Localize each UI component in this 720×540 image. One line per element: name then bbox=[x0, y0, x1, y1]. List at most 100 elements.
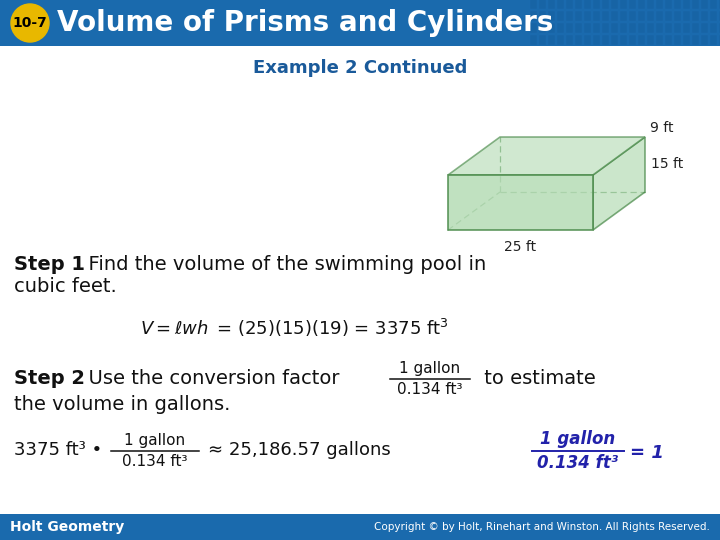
Bar bbox=[602, 35, 609, 45]
Bar bbox=[710, 0, 717, 9]
Polygon shape bbox=[593, 137, 645, 230]
Bar bbox=[638, 23, 645, 33]
Bar bbox=[692, 35, 699, 45]
Bar bbox=[539, 11, 546, 21]
Bar bbox=[566, 35, 573, 45]
Text: 10-7: 10-7 bbox=[13, 16, 48, 30]
Text: Find the volume of the swimming pool in: Find the volume of the swimming pool in bbox=[76, 255, 486, 274]
Bar bbox=[0, 514, 720, 540]
Text: Step 2: Step 2 bbox=[14, 369, 85, 388]
Bar bbox=[674, 23, 681, 33]
Bar bbox=[539, 35, 546, 45]
Bar bbox=[674, 35, 681, 45]
Bar bbox=[593, 0, 600, 9]
Bar bbox=[674, 11, 681, 21]
Text: 9 ft: 9 ft bbox=[650, 121, 673, 135]
Bar bbox=[611, 11, 618, 21]
Bar bbox=[701, 11, 708, 21]
Bar bbox=[602, 11, 609, 21]
Bar bbox=[638, 0, 645, 9]
Bar bbox=[557, 35, 564, 45]
Bar bbox=[683, 0, 690, 9]
Bar bbox=[692, 0, 699, 9]
Bar bbox=[548, 35, 555, 45]
Bar bbox=[620, 0, 627, 9]
Bar bbox=[530, 0, 537, 9]
Bar bbox=[548, 23, 555, 33]
Bar bbox=[647, 0, 654, 9]
Text: Step 1: Step 1 bbox=[14, 255, 85, 274]
Bar bbox=[629, 11, 636, 21]
Bar bbox=[674, 0, 681, 9]
Bar bbox=[584, 23, 591, 33]
Bar bbox=[710, 23, 717, 33]
Bar bbox=[647, 11, 654, 21]
Bar bbox=[611, 35, 618, 45]
Bar bbox=[701, 35, 708, 45]
Bar bbox=[566, 0, 573, 9]
Bar bbox=[620, 23, 627, 33]
Bar bbox=[575, 35, 582, 45]
Text: Holt Geometry: Holt Geometry bbox=[10, 520, 125, 534]
Bar bbox=[539, 23, 546, 33]
Text: Use the conversion factor: Use the conversion factor bbox=[76, 369, 340, 388]
Bar bbox=[638, 35, 645, 45]
Bar bbox=[593, 35, 600, 45]
Bar bbox=[701, 23, 708, 33]
Text: Copyright © by Holt, Rinehart and Winston. All Rights Reserved.: Copyright © by Holt, Rinehart and Winsto… bbox=[374, 522, 710, 532]
Bar bbox=[647, 35, 654, 45]
Bar bbox=[620, 11, 627, 21]
Bar bbox=[665, 35, 672, 45]
Bar bbox=[629, 0, 636, 9]
Text: = 1: = 1 bbox=[630, 444, 664, 462]
Text: cubic feet.: cubic feet. bbox=[14, 277, 117, 296]
Text: 0.134 ft³: 0.134 ft³ bbox=[537, 454, 618, 472]
Bar bbox=[0, 0, 720, 46]
Bar bbox=[575, 23, 582, 33]
Text: $V = \ell wh\,$ = (25)(15)(19) = 3375 ft$^3$: $V = \ell wh\,$ = (25)(15)(19) = 3375 ft… bbox=[140, 317, 449, 339]
Bar bbox=[719, 23, 720, 33]
Bar bbox=[602, 0, 609, 9]
Bar bbox=[566, 11, 573, 21]
Text: 1 gallon: 1 gallon bbox=[125, 433, 186, 448]
Bar bbox=[584, 11, 591, 21]
Bar bbox=[665, 0, 672, 9]
Text: to estimate: to estimate bbox=[478, 369, 595, 388]
Bar bbox=[629, 35, 636, 45]
Bar bbox=[656, 35, 663, 45]
Bar bbox=[620, 35, 627, 45]
Bar bbox=[665, 23, 672, 33]
Bar bbox=[719, 0, 720, 9]
Bar bbox=[557, 0, 564, 9]
Bar bbox=[683, 11, 690, 21]
Bar bbox=[539, 0, 546, 9]
Bar bbox=[638, 11, 645, 21]
Bar bbox=[548, 11, 555, 21]
Bar bbox=[530, 11, 537, 21]
Circle shape bbox=[11, 4, 49, 42]
Text: 25 ft: 25 ft bbox=[505, 240, 536, 254]
Bar bbox=[611, 23, 618, 33]
Text: ≈ 25,186.57 gallons: ≈ 25,186.57 gallons bbox=[208, 441, 391, 459]
Bar bbox=[719, 35, 720, 45]
Bar bbox=[647, 23, 654, 33]
Text: 0.134 ft³: 0.134 ft³ bbox=[122, 454, 188, 469]
Bar bbox=[530, 35, 537, 45]
Bar bbox=[566, 23, 573, 33]
Text: 1 gallon: 1 gallon bbox=[400, 361, 461, 376]
Text: 15 ft: 15 ft bbox=[651, 158, 683, 172]
Bar bbox=[692, 11, 699, 21]
Bar bbox=[530, 23, 537, 33]
Bar bbox=[629, 23, 636, 33]
Bar bbox=[593, 23, 600, 33]
Text: the volume in gallons.: the volume in gallons. bbox=[14, 395, 230, 414]
Bar bbox=[710, 35, 717, 45]
Bar bbox=[611, 0, 618, 9]
Polygon shape bbox=[448, 175, 593, 230]
Bar bbox=[593, 11, 600, 21]
Bar bbox=[665, 11, 672, 21]
Text: Example 2 Continued: Example 2 Continued bbox=[253, 59, 467, 77]
Bar bbox=[710, 11, 717, 21]
Bar bbox=[656, 0, 663, 9]
Text: 3375 ft³ •: 3375 ft³ • bbox=[14, 441, 102, 459]
